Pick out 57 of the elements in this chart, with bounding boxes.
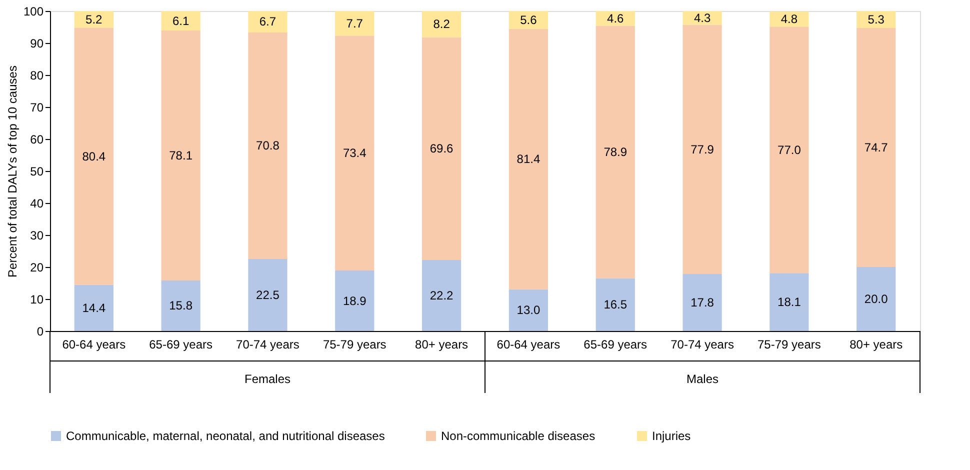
x-tick-label: 80+ years xyxy=(850,338,903,352)
x-tick-label: 70-74 years xyxy=(236,338,300,352)
data-label: 7.7 xyxy=(346,16,364,30)
data-label: 17.8 xyxy=(690,296,714,310)
y-tick-label: 70 xyxy=(30,100,44,114)
data-label: 15.8 xyxy=(169,298,193,313)
data-label: 22.5 xyxy=(256,288,280,302)
data-label: 8.2 xyxy=(433,17,450,32)
legend-label: Injuries xyxy=(652,429,691,443)
data-label: 5.3 xyxy=(868,12,885,26)
data-label: 5.2 xyxy=(86,12,103,26)
data-label: 4.8 xyxy=(780,12,798,26)
y-tick-label: 10 xyxy=(30,292,44,306)
data-label: 73.4 xyxy=(342,146,367,160)
data-label: 78.9 xyxy=(604,144,628,159)
data-label: 6.1 xyxy=(172,14,190,28)
data-label: 77.9 xyxy=(690,142,714,156)
data-label: 80.4 xyxy=(82,149,106,164)
text: Females xyxy=(244,372,291,386)
x-tick-label: 65-69 years xyxy=(149,338,212,352)
data-label: 18.1 xyxy=(778,295,802,310)
text: Males xyxy=(686,372,719,386)
data-label: 16.5 xyxy=(604,298,628,312)
y-tick-label: 50 xyxy=(30,164,44,178)
data-label: 78.1 xyxy=(169,148,193,162)
x-tick-label: 60-64 years xyxy=(62,338,126,352)
data-label: 6.7 xyxy=(259,14,276,29)
data-label: 81.4 xyxy=(516,152,540,166)
data-label: 4.6 xyxy=(607,11,624,26)
y-tick-label: 0 xyxy=(36,324,44,338)
data-label: 4.3 xyxy=(694,10,711,25)
y-tick-label: 100 xyxy=(23,4,44,18)
data-label: 74.7 xyxy=(864,140,888,154)
x-tick-label: 70-74 years xyxy=(670,338,734,352)
data-label: 18.9 xyxy=(342,294,367,308)
y-tick-label: 90 xyxy=(30,36,44,50)
y-axis-title: Percent of total DALYs of top 10 causes xyxy=(5,66,20,278)
data-label: 22.2 xyxy=(430,288,454,302)
x-tick-label: 80+ years xyxy=(415,338,468,352)
y-tick-label: 60 xyxy=(30,132,44,146)
x-tick-label: 75-79 years xyxy=(758,338,821,352)
data-label: 69.6 xyxy=(430,142,454,156)
y-tick-label: 20 xyxy=(30,260,44,274)
data-label: 70.8 xyxy=(256,138,280,153)
x-tick-label: 75-79 years xyxy=(322,338,386,352)
y-tick-label: 30 xyxy=(30,228,44,242)
y-tick-label: 40 xyxy=(30,196,44,210)
data-label: 20.0 xyxy=(864,292,888,306)
data-label: 77.0 xyxy=(778,142,802,157)
x-tick-label: 65-69 years xyxy=(584,338,648,352)
y-tick-label: 80 xyxy=(30,68,44,82)
legend-label: Non-communicable diseases xyxy=(441,429,596,443)
data-label: 13.0 xyxy=(516,303,540,318)
data-label: 14.4 xyxy=(82,300,106,315)
x-tick-label: 60-64 years xyxy=(496,338,560,352)
data-label: 5.6 xyxy=(520,12,538,27)
legend-label: Communicable, maternal, neonatal, and nutritional diseases xyxy=(66,429,385,443)
